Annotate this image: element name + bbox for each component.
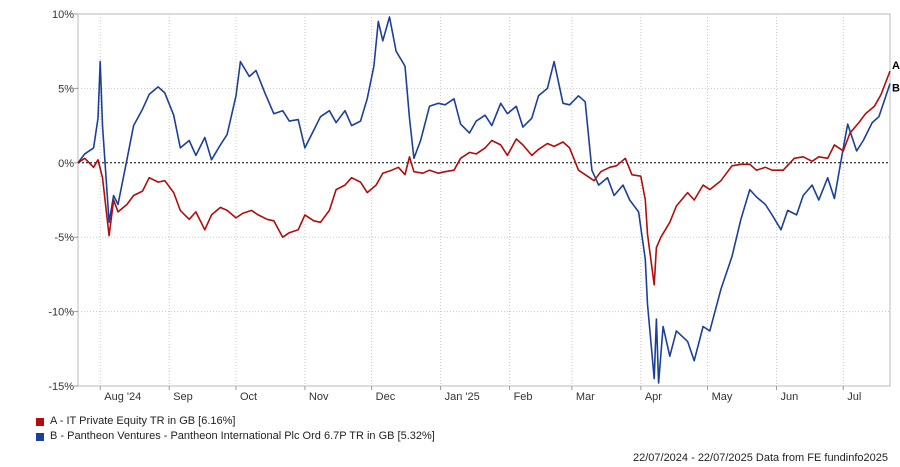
grid	[78, 14, 890, 386]
series-line-b[interactable]	[77, 16, 891, 384]
x-tick-label: Dec	[376, 391, 396, 403]
y-tick-label: -10%	[48, 307, 74, 319]
y-tick-label: -15%	[48, 381, 74, 393]
x-tick-label: Aug '24	[104, 391, 141, 403]
x-tick-label: Jan '25	[445, 391, 480, 403]
x-tick-label: Jul	[847, 391, 861, 403]
y-tick-label: -5%	[54, 232, 74, 244]
plot-area	[77, 13, 891, 387]
x-tick-label: Nov	[309, 391, 329, 403]
x-tick-label: Jun	[781, 391, 799, 403]
legend: A - IT Private Equity TR in GB [6.16%] B…	[36, 414, 435, 444]
legend-swatch-b	[36, 432, 44, 441]
legend-swatch-a	[36, 417, 44, 426]
series-end-label-a: A	[892, 60, 900, 72]
series-end-label-b: B	[892, 83, 900, 95]
x-tick-label: Apr	[645, 391, 662, 403]
legend-label-a: A - IT Private Equity TR in GB [6.16%]	[50, 415, 236, 427]
y-tick-label: 10%	[52, 9, 74, 21]
x-tick-label: Mar	[576, 391, 595, 403]
x-axis: Aug '24 Sep Oct Nov Dec Jan '25 Feb Mar Apr May Ju…	[99, 386, 861, 403]
x-tick-label: Feb	[514, 391, 533, 403]
series-line-a[interactable]	[77, 70, 891, 286]
y-tick-label: 5%	[58, 83, 74, 95]
source-footer: 22/07/2024 - 22/07/2025 Data from FE fun…	[632, 452, 888, 464]
legend-item-a[interactable]: A - IT Private Equity TR in GB [6.16%]	[36, 414, 435, 429]
x-tick-label: Sep	[173, 391, 193, 403]
legend-label-b: B - Pantheon Ventures - Pantheon Interna…	[50, 430, 435, 442]
y-tick-label: 0%	[58, 158, 74, 170]
x-tick-label: May	[712, 391, 733, 403]
series-lines	[77, 16, 891, 384]
y-axis: 10% 5% 0% -5% -10% -15%	[48, 9, 78, 393]
x-tick-label: Oct	[240, 391, 257, 403]
legend-item-b[interactable]: B - Pantheon Ventures - Pantheon Interna…	[36, 429, 435, 444]
series-end-labels: AB	[892, 60, 900, 94]
